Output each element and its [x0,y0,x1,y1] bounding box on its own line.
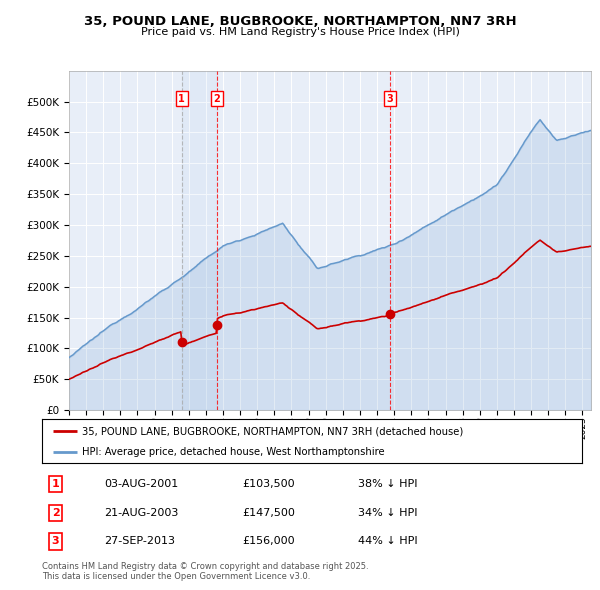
Text: 21-AUG-2003: 21-AUG-2003 [104,508,178,517]
Text: 35, POUND LANE, BUGBROOKE, NORTHAMPTON, NN7 3RH: 35, POUND LANE, BUGBROOKE, NORTHAMPTON, … [83,15,517,28]
Text: 34% ↓ HPI: 34% ↓ HPI [358,508,418,517]
Text: 1: 1 [178,94,185,104]
Text: 3: 3 [52,536,59,546]
Text: 2: 2 [214,94,220,104]
Text: 38% ↓ HPI: 38% ↓ HPI [358,479,418,489]
Text: 27-SEP-2013: 27-SEP-2013 [104,536,175,546]
Text: 35, POUND LANE, BUGBROOKE, NORTHAMPTON, NN7 3RH (detached house): 35, POUND LANE, BUGBROOKE, NORTHAMPTON, … [83,427,464,436]
Text: 03-AUG-2001: 03-AUG-2001 [104,479,178,489]
Text: £156,000: £156,000 [242,536,295,546]
Bar [182,71,217,410]
Text: £147,500: £147,500 [242,508,295,517]
Text: 3: 3 [386,94,393,104]
Text: £103,500: £103,500 [242,479,295,489]
Text: Price paid vs. HM Land Registry's House Price Index (HPI): Price paid vs. HM Land Registry's House … [140,27,460,37]
Text: 1: 1 [52,479,59,489]
Text: 2: 2 [52,508,59,517]
Text: HPI: Average price, detached house, West Northamptonshire: HPI: Average price, detached house, West… [83,447,385,457]
Text: 44% ↓ HPI: 44% ↓ HPI [358,536,418,546]
Text: Contains HM Land Registry data © Crown copyright and database right 2025.
This d: Contains HM Land Registry data © Crown c… [42,562,368,581]
